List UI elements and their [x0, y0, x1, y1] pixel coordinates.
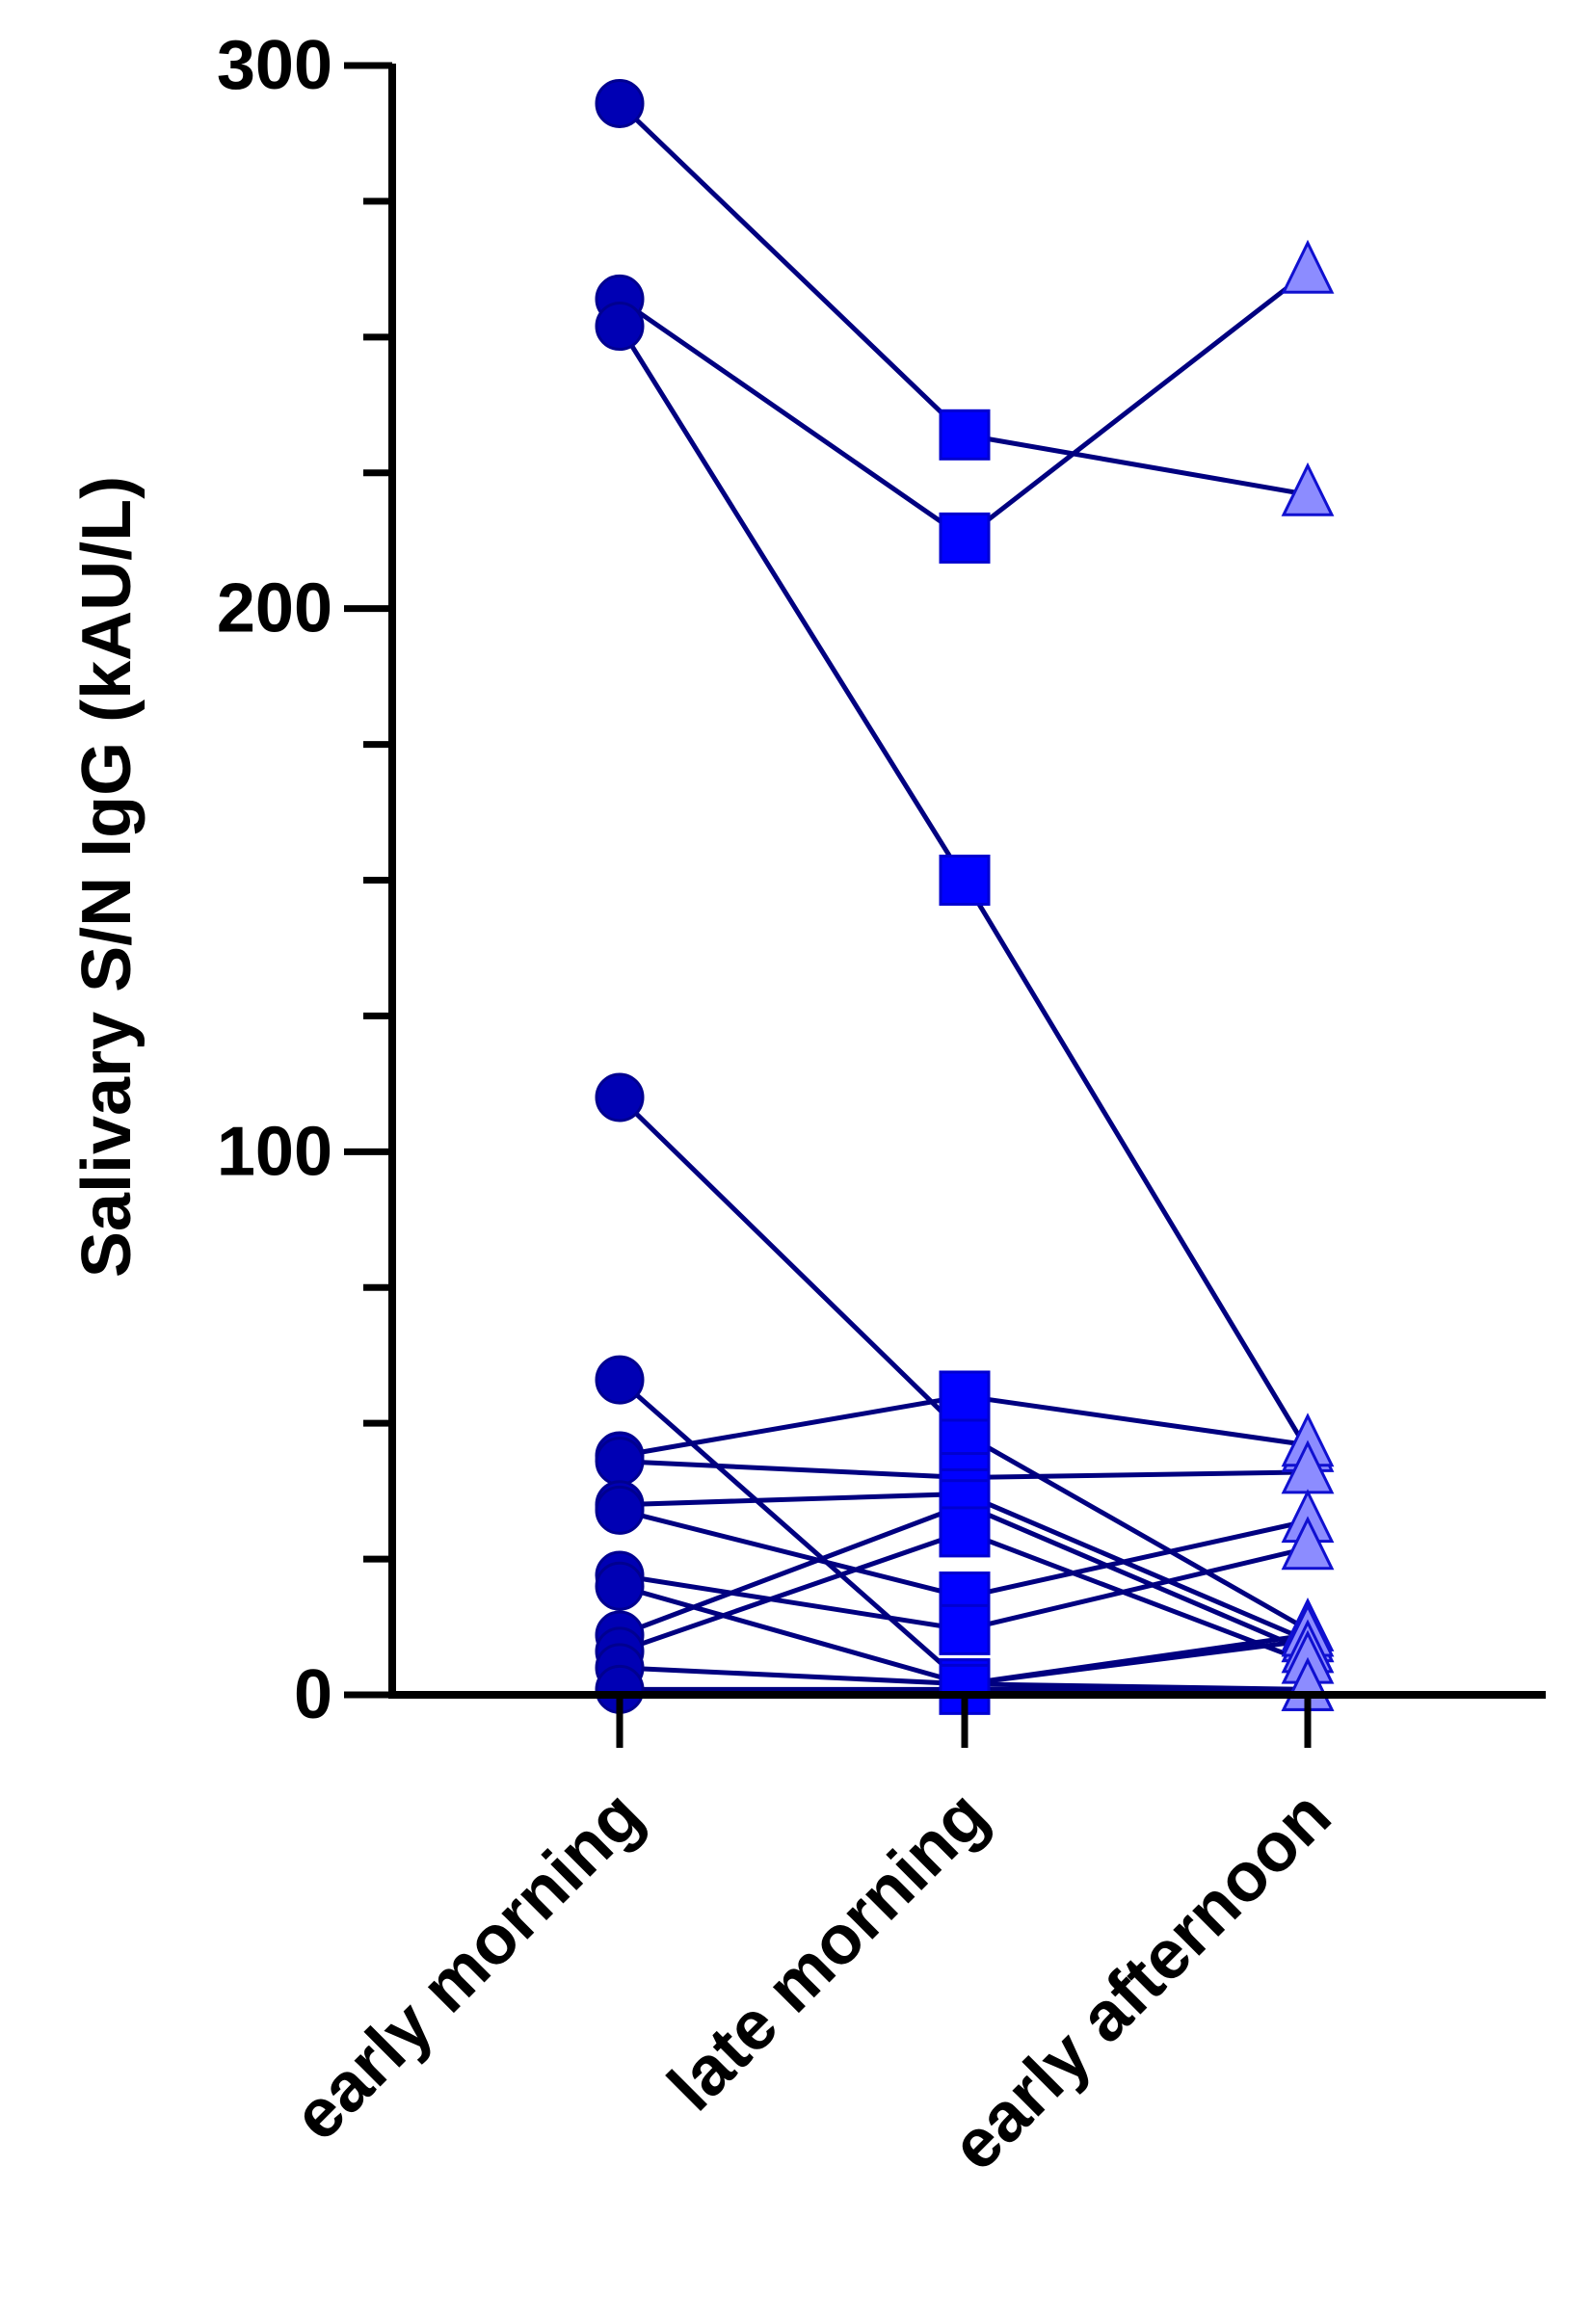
square-marker-s1 — [939, 409, 991, 461]
circle-marker-s9 — [595, 1485, 645, 1535]
y-tick-label-100: 100 — [217, 1113, 332, 1190]
circle-marker-s5 — [595, 1355, 645, 1405]
markers — [595, 78, 1335, 1715]
triangle-marker-s10 — [1281, 1516, 1335, 1571]
x-tick-label-3: early afternoon — [937, 1777, 1345, 2185]
circle-marker-s4 — [595, 1072, 645, 1122]
x-tick-label-1: early morning — [279, 1777, 657, 2155]
circle-marker-s7 — [595, 1437, 645, 1487]
y-tick-label-200: 200 — [217, 570, 332, 647]
subject-line-2 — [618, 270, 1310, 541]
square-marker-s13 — [939, 1506, 991, 1558]
y-tick-label-0: 0 — [294, 1656, 332, 1733]
triangle-marker-s2 — [1281, 239, 1335, 294]
square-marker-s6 — [939, 1370, 991, 1422]
square-marker-s3 — [939, 855, 991, 906]
circle-marker-s1 — [595, 78, 645, 128]
y-tick-label-300: 300 — [217, 27, 332, 104]
x-tick-label-2: late morning — [653, 1777, 1002, 2126]
square-marker-s10 — [939, 1603, 991, 1655]
circle-marker-s3 — [595, 302, 645, 352]
triangle-marker-s1 — [1281, 462, 1335, 516]
circle-marker-s11 — [595, 1561, 645, 1611]
y-axis-label: Salivary S/N IgG (kAU/L) — [68, 476, 146, 1278]
square-marker-s2 — [939, 512, 991, 564]
